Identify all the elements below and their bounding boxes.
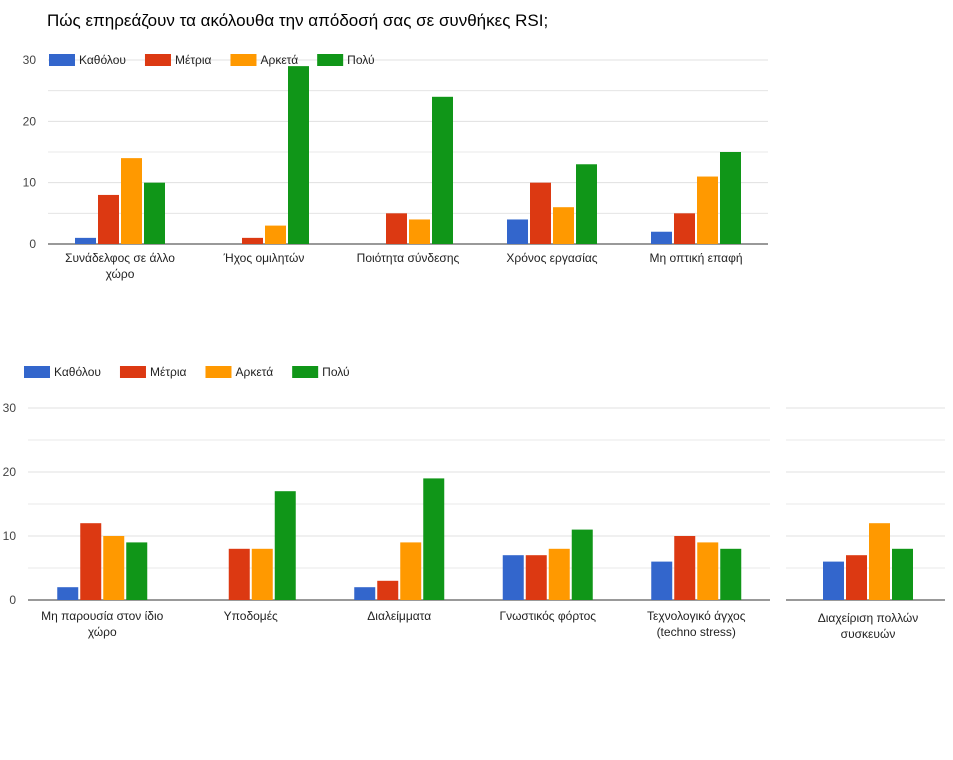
- x-category-label: Γνωστικός φόρτος: [499, 609, 596, 623]
- bar-5-1: [846, 555, 867, 600]
- bar-2-0: [354, 587, 376, 600]
- x-category-label: Μη οπτική επαφή: [649, 251, 742, 265]
- y-tick-label: 10: [23, 176, 37, 190]
- bar-4-3: [720, 548, 742, 600]
- legend-item-0: Καθόλου: [24, 365, 101, 379]
- x-category-label: χώρο: [88, 625, 117, 639]
- bar-4-1: [674, 213, 695, 244]
- x-category-label: Διαχείριση πολλών: [818, 611, 919, 625]
- bar-2-3: [432, 96, 453, 244]
- legend-item-0: Καθόλου: [49, 53, 126, 67]
- x-category-label: Τεχνολογικό άγχος: [647, 609, 746, 623]
- bar-2-2: [409, 219, 430, 244]
- bar-4-0: [651, 561, 673, 600]
- x-category-label: (techno stress): [657, 625, 736, 639]
- bar-1-3: [288, 66, 309, 244]
- bar-5-3: [892, 548, 913, 600]
- x-category-label: Ποιότητα σύνδεσης: [357, 251, 460, 265]
- bar-3-2: [553, 207, 574, 244]
- legend-swatch: [205, 366, 232, 378]
- bar-2-1: [386, 213, 407, 244]
- legend-swatch: [144, 54, 171, 66]
- legend-swatch: [24, 366, 50, 378]
- bar-2-1: [377, 580, 399, 600]
- x-category-label: Ήχος ομιλητών: [223, 251, 305, 265]
- bar-1-1: [242, 237, 263, 244]
- legend-label: Μέτρια: [150, 365, 187, 379]
- bar-0-0: [57, 587, 79, 600]
- legend-label: Μέτρια: [175, 53, 212, 67]
- bar-5-0: [823, 561, 844, 600]
- legend-label: Καθόλου: [54, 365, 101, 379]
- x-category-label: συσκευών: [841, 627, 896, 641]
- x-category-label: χώρο: [106, 267, 135, 281]
- bar-1-1: [228, 548, 250, 600]
- bar-4-1: [674, 536, 696, 600]
- x-category-label: Συνάδελφος σε άλλο: [65, 251, 175, 265]
- bar-0-2: [103, 536, 125, 600]
- bar-3-0: [502, 555, 524, 600]
- legend-swatch: [119, 366, 146, 378]
- x-category-label: Χρόνος εργασίας: [506, 251, 597, 265]
- bar-0-3: [144, 182, 165, 244]
- y-tick-label: 0: [9, 593, 16, 607]
- bar-3-2: [548, 548, 570, 600]
- bar-5-2: [869, 523, 890, 600]
- y-tick-label: 30: [3, 401, 17, 415]
- bar-0-1: [98, 194, 119, 244]
- bar-3-3: [576, 164, 597, 244]
- bar-chart-1: 0 10 20 30 Καθόλου Μέτρια Αρκετά Πολύ Συνάδελφος…: [23, 53, 768, 281]
- legend-swatch: [49, 54, 75, 66]
- legend-item-3: Πολύ: [292, 365, 350, 379]
- bar-3-1: [525, 555, 547, 600]
- legend-item-1: Μέτρια: [144, 53, 212, 67]
- legend-item-2: Αρκετά: [205, 365, 273, 379]
- legend-item-1: Μέτρια: [119, 365, 187, 379]
- legend-label: Αρκετά: [235, 365, 273, 379]
- bar-1-3: [274, 491, 296, 600]
- y-tick-label: 20: [3, 465, 17, 479]
- x-category-label: Διαλείμματα: [367, 609, 431, 623]
- y-tick-label: 10: [3, 529, 17, 543]
- bar-0-3: [126, 542, 148, 600]
- bar-2-2: [400, 542, 422, 600]
- bar-4-0: [651, 231, 672, 244]
- y-tick-label: 30: [23, 53, 37, 67]
- bar-3-3: [571, 529, 593, 600]
- legend-item-3: Πολύ: [317, 53, 375, 67]
- legend-swatch: [230, 54, 257, 66]
- bar-3-0: [507, 219, 528, 244]
- bar-4-3: [720, 152, 741, 244]
- bar-4-2: [697, 542, 719, 600]
- bar-1-2: [265, 225, 286, 244]
- y-tick-label: 20: [23, 114, 37, 128]
- legend-label: Πολύ: [322, 365, 349, 379]
- y-tick-label: 0: [29, 237, 36, 251]
- x-category-label: Υποδομές: [224, 609, 278, 623]
- legend-label: Πολύ: [347, 53, 374, 67]
- bar-4-2: [697, 176, 718, 244]
- legend-swatch: [317, 54, 344, 66]
- legend-label: Αρκετά: [260, 53, 298, 67]
- bar-3-1: [530, 182, 551, 244]
- bar-2-3: [423, 478, 445, 600]
- bar-1-2: [251, 548, 273, 600]
- bar-0-1: [80, 523, 102, 600]
- legend-label: Καθόλου: [79, 53, 126, 67]
- x-category-label: Μη παρουσία στον ίδιο: [41, 609, 163, 623]
- bar-0-2: [121, 158, 142, 244]
- page-title: Πώς επηρεάζουν τα ακόλουθα την απόδοσή σ…: [47, 11, 549, 30]
- bar-0-0: [75, 237, 96, 244]
- legend-swatch: [292, 366, 319, 378]
- legend-item-2: Αρκετά: [230, 53, 298, 67]
